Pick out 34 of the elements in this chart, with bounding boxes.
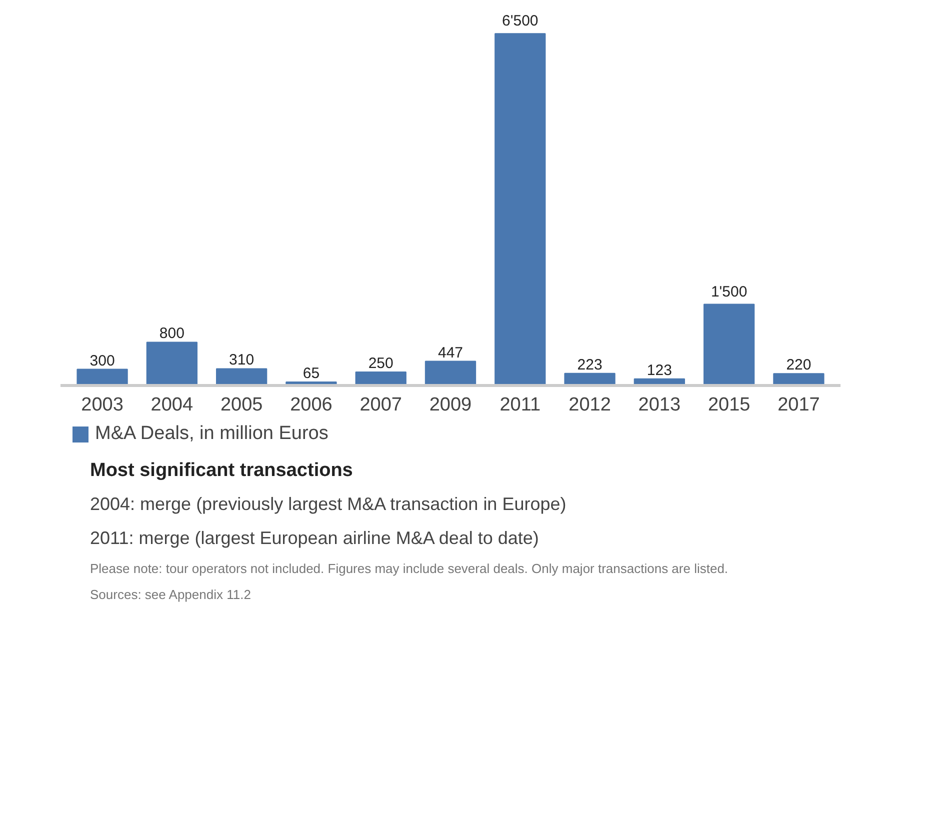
x-tick-label: 2007 xyxy=(360,394,402,416)
source-note: Sources: see Appendix 11.2 xyxy=(90,586,251,604)
bar xyxy=(494,33,546,386)
data-label: 1'500 xyxy=(710,283,748,300)
text: Please note: tour operators not included. Figures may include several deals. Only major transactions are listed. xyxy=(90,560,728,578)
bar xyxy=(704,304,755,386)
data-label: 447 xyxy=(438,344,464,362)
text: 2004: merge (previously largest M&A transaction in Europe) xyxy=(90,493,566,516)
legend-label: M&A Deals, in million Euros xyxy=(95,423,328,445)
x-tick-label: 2013 xyxy=(638,394,681,416)
data-label: 123 xyxy=(646,362,672,379)
x-tick-label: 2011 xyxy=(500,394,541,416)
bar xyxy=(146,342,198,386)
data-label: 220 xyxy=(786,356,812,374)
data-label: 310 xyxy=(229,352,254,369)
x-tick-label: 2009 xyxy=(429,394,472,416)
data-label: 250 xyxy=(368,354,394,372)
bar xyxy=(216,368,268,386)
x-tick-label: 2003 xyxy=(81,394,124,416)
data-label: 223 xyxy=(577,356,602,374)
data-label: 65 xyxy=(302,364,320,382)
text: 2011: merge (largest European airline M&A deal to date) xyxy=(90,526,539,550)
data-label: 6'500 xyxy=(502,12,538,30)
data-label: 800 xyxy=(159,325,184,342)
data-label: 300 xyxy=(90,352,115,370)
bar xyxy=(424,360,476,386)
x-tick-label: 2005 xyxy=(220,394,263,416)
bar xyxy=(76,368,128,386)
x-tick-label: 2017 xyxy=(778,394,820,416)
x-tick-label: 2012 xyxy=(568,394,611,416)
x-tick-label: 2006 xyxy=(290,394,332,416)
x-tick-label: 2004 xyxy=(150,394,194,416)
x-tick-label: 2015 xyxy=(708,394,750,416)
text: Most significant transactions xyxy=(90,459,353,483)
